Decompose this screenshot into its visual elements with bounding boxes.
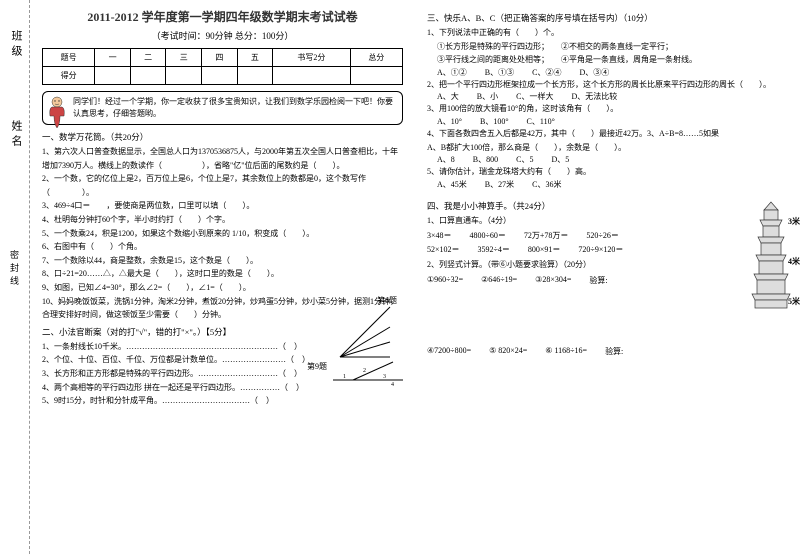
q3-5-a: A、8 <box>437 154 455 165</box>
pagoda-l1: 3米 <box>788 216 800 227</box>
margin-name: 姓名 <box>8 120 24 150</box>
c1-2: 72万+78万＝ <box>524 230 569 241</box>
right-column: 三、快乐A、B、C（把正确答案的序号填在括号内）（10分） 1、下列说法中正确的… <box>415 0 800 554</box>
q3-3: 3、用100倍的放大镜看10°的角，这时该角有（ ）。 <box>427 102 788 116</box>
c2-1: ②646÷19= <box>481 275 517 286</box>
c3-0: ④7200÷800= <box>427 346 471 357</box>
q3-5-c: C、5 <box>516 154 533 165</box>
q1-5: 5、一个数乘24，积是1200，如果这个数缩小到原来的 1/10，积变成（ ）。 <box>42 227 403 241</box>
score-table: 题号 一 二 三 四 五 书写2分 总分 得分 <box>42 48 403 85</box>
q3-3-c: C、110° <box>527 116 555 127</box>
exam-title: 2011-2012 学年度第一学期四年级数学期末考试试卷 <box>42 8 403 25</box>
th-0: 题号 <box>43 49 95 67</box>
teacher-icon <box>45 94 69 130</box>
q1-4: 4、杜明每分钟打60个字，半小时约打（ ）个字。 <box>42 213 403 227</box>
left-column: 2011-2012 学年度第一学期四年级数学期末考试试卷 （考试时间：90分钟 … <box>30 0 415 554</box>
q3-1-c: C、②④ <box>532 67 561 78</box>
calc2-row: ①960÷32= ②646÷19= ③28×304= 验算: <box>427 275 788 286</box>
svg-text:3: 3 <box>383 374 386 380</box>
th-4: 四 <box>202 49 238 67</box>
calc3-row: ④7200÷800= ⑤ 820×24= ⑥ 1168÷16= 验算: <box>427 346 788 357</box>
q3-1b: ③平行线之间的距离处处相等； ④平角是一条直线，周角是一条射线。 <box>437 53 788 67</box>
c3-3: 验算: <box>605 346 623 357</box>
q3-2-a: A、大 <box>437 91 459 102</box>
calc-row-1: 3×48＝ 4800÷60＝ 72万+78万＝ 520÷26＝ <box>427 230 788 241</box>
c2-0: ①960÷32= <box>427 275 463 286</box>
th-2: 二 <box>130 49 166 67</box>
svg-text:1: 1 <box>343 374 346 380</box>
th-1: 一 <box>95 49 131 67</box>
c3-1: ⑤ 820×24= <box>489 346 527 357</box>
q3-4: 4、下面各数四舍五入后都是42万，其中（ ）最接近42万。3、A÷B=8……5如… <box>427 127 788 141</box>
q3-2-b: B、小 <box>477 91 498 102</box>
q9-label: 第9题 <box>307 360 327 374</box>
pagoda-l3: 5米 <box>788 296 800 307</box>
q3-2: 2、把一个平行四边形框架拉成一个长方形，这个长方形的周长比原来平行四边形的周长（… <box>427 78 788 92</box>
svg-text:4: 4 <box>391 382 394 388</box>
s1-title: 一、数学万花筒。（共20分） <box>42 131 403 143</box>
s3-title: 三、快乐A、B、C（把正确答案的序号填在括号内）（10分） <box>427 12 788 24</box>
row-label: 得分 <box>43 67 95 85</box>
th-6: 书写2分 <box>273 49 350 67</box>
c1-1: 4800÷60＝ <box>470 230 506 241</box>
th-5: 五 <box>237 49 273 67</box>
q3-2-d: D、无法比较 <box>571 91 617 102</box>
s4-2: 2、列竖式计算。（带⑥小题要求验算）（20分） <box>427 258 788 272</box>
q3-3-a: A、10° <box>437 116 462 127</box>
q1-3: 3、469÷4口＝ ，要使商是两位数，口里可以填（ ）。 <box>42 199 403 213</box>
q1-1: 1、第六次人口普查数据显示，全国总人口为1370536875人，与2000年第五… <box>42 145 403 172</box>
c1-0: 3×48＝ <box>427 230 452 241</box>
q3-5: A、B都扩大100倍，那么商是（ ），余数是（ ）。 <box>427 141 788 155</box>
c1-6: 800×91＝ <box>528 244 561 255</box>
q3-5-d: D、5 <box>551 154 569 165</box>
q3-1: 1、下列说法中正确的有（ ）个。 <box>427 26 788 40</box>
angle-figure <box>335 302 395 362</box>
s4-title: 四、我是小小神算手。（共24分） <box>427 200 788 212</box>
c1-4: 52×102＝ <box>427 244 460 255</box>
calc-row-2: 52×102＝ 3592÷4＝ 800×91＝ 720÷9×120＝ <box>427 244 788 255</box>
q3-1-a: A、①② <box>437 67 467 78</box>
exam-subtitle: （考试时间：90分钟 总分：100分） <box>42 29 403 42</box>
q1-8: 8、口÷21=20……△，△最大是（ ），这时口里的数是（ ）。 <box>42 267 403 281</box>
q3-6-b: B、27米 <box>485 179 514 190</box>
q1-9: 9、如图，已知∠4=30°，那么∠2=（ ），∠1=（ ）。 <box>42 281 403 295</box>
q3-6: 5、请你估计，瑞金龙珠塔大约有（ ）高。 <box>427 165 788 179</box>
c1-7: 720÷9×120＝ <box>578 244 623 255</box>
c3-2: ⑥ 1168÷16= <box>545 346 587 357</box>
c1-5: 3592÷4＝ <box>478 244 510 255</box>
encourage-box: 同学们！经过一个学期，你一定收获了很多宝贵知识，让我们到数学乐园检阅一下吧！你要… <box>42 91 403 125</box>
th-3: 三 <box>166 49 202 67</box>
th-7: 总分 <box>350 49 402 67</box>
c1-3: 520÷26＝ <box>586 230 618 241</box>
q3-6-a: A、45米 <box>437 179 467 190</box>
svg-text:2: 2 <box>363 368 366 374</box>
c2-2: ③28×304= <box>535 275 571 286</box>
q3-5-b: B、800 <box>473 154 498 165</box>
q2-5: 5、9时15分，时针和分针成平角。……………………………（ ） <box>42 394 403 408</box>
q3-3-b: B、100° <box>480 116 509 127</box>
q3-1-b: B、①③ <box>485 67 514 78</box>
q3-1-d: D、③④ <box>579 67 609 78</box>
q3-6-c: C、36米 <box>532 179 561 190</box>
s4-1: 1、口算直通车。（4分） <box>427 214 788 228</box>
q3-1a: ①长方形是特殊的平行四边形； ②不相交的两条直线一定平行； <box>437 40 788 54</box>
margin-seal: 密封线 <box>8 250 21 289</box>
pagoda-l2: 4米 <box>788 256 800 267</box>
protractor-figure: 1 2 3 4 <box>333 360 403 390</box>
encourage-text: 同学们！经过一个学期，你一定收获了很多宝贵知识，让我们到数学乐园检阅一下吧！你要… <box>73 97 393 118</box>
q1-7: 7、一个数除以44，商是整数，余数是15，这个数是（ ）。 <box>42 254 403 268</box>
q3-2-c: C、一样大 <box>516 91 553 102</box>
q1-6: 6、右图中有（ ）个角。 <box>42 240 403 254</box>
margin-class: 班级 <box>8 30 24 60</box>
q1-2: 2、一个数，它的亿位上是2，百万位上是6，个位上是7，其余数位上的数都是0，这个… <box>42 172 403 199</box>
c2-3: 验算: <box>589 275 607 286</box>
